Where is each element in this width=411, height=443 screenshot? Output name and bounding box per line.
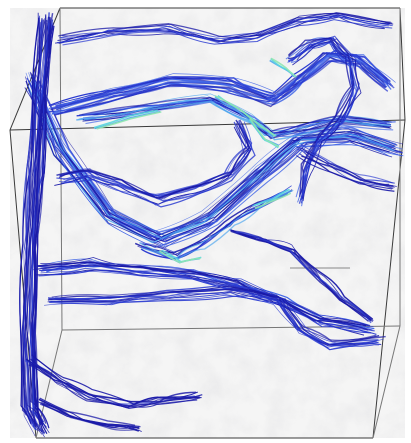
streamline-highlight bbox=[253, 188, 290, 207]
streamline bbox=[21, 19, 41, 427]
streamline bbox=[55, 290, 384, 345]
streamline bbox=[301, 147, 394, 187]
streamline bbox=[24, 87, 393, 244]
streamlines bbox=[19, 12, 404, 438]
streamline bbox=[56, 19, 385, 45]
streamline bbox=[51, 288, 377, 341]
streamline bbox=[41, 401, 141, 429]
streamline bbox=[24, 16, 47, 425]
streamline-highlight bbox=[254, 192, 292, 210]
streamline bbox=[39, 402, 136, 431]
streamline bbox=[62, 14, 393, 46]
streamline bbox=[36, 400, 142, 432]
streamline bbox=[31, 17, 52, 429]
streamline bbox=[27, 89, 390, 249]
streamline bbox=[33, 77, 395, 239]
streamline bbox=[231, 229, 374, 321]
streamline bbox=[32, 22, 50, 432]
streamline bbox=[232, 230, 372, 320]
streamline bbox=[59, 14, 390, 39]
streamline bbox=[47, 291, 382, 346]
streamline bbox=[134, 190, 285, 254]
streamline-highlight bbox=[93, 109, 159, 129]
streamline bbox=[49, 291, 381, 348]
streamline bbox=[33, 19, 49, 434]
streamline bbox=[288, 37, 355, 199]
streamline bbox=[139, 185, 292, 255]
streamline bbox=[288, 36, 352, 197]
streamline bbox=[290, 37, 354, 201]
streamline bbox=[38, 399, 136, 427]
streamline bbox=[40, 257, 371, 327]
streamline bbox=[61, 131, 256, 208]
streamline bbox=[30, 358, 197, 403]
streamline-highlight bbox=[270, 57, 297, 78]
streamline-highlight bbox=[159, 250, 201, 264]
streamline bbox=[61, 13, 391, 42]
streamline bbox=[56, 123, 252, 199]
streamline-highlight bbox=[96, 111, 162, 130]
streamline bbox=[47, 287, 378, 346]
streamline bbox=[19, 17, 40, 425]
streamline bbox=[38, 267, 371, 334]
streamline bbox=[297, 148, 395, 184]
streamline-highlight bbox=[249, 117, 280, 148]
streamline bbox=[305, 151, 397, 187]
streamline bbox=[31, 354, 203, 406]
streamline bbox=[34, 24, 54, 434]
streamline bbox=[60, 16, 393, 42]
streamline bbox=[33, 265, 369, 331]
streamline bbox=[235, 231, 372, 324]
